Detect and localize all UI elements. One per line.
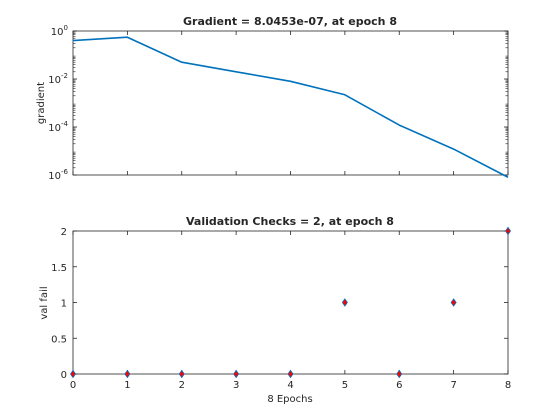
validation-plot-title: Validation Checks = 2, at epoch 8 bbox=[186, 215, 394, 228]
validation-data-point bbox=[178, 369, 185, 379]
validation-x-tick-label: 6 bbox=[396, 380, 402, 391]
validation-x-tick-label: 2 bbox=[179, 380, 185, 391]
validation-axes: Validation Checks = 2, at epoch 8 val fa… bbox=[39, 215, 511, 405]
validation-data-point bbox=[69, 369, 77, 379]
gradient-y-tick-label: 10-2 bbox=[48, 72, 68, 86]
gradient-y-axis-label: gradient bbox=[36, 82, 47, 124]
validation-y-tick-label: 1 bbox=[61, 299, 67, 310]
validation-x-tick-label: 4 bbox=[287, 380, 293, 391]
validation-plot-area bbox=[72, 230, 509, 375]
validation-y-tick-label: 0.5 bbox=[51, 334, 67, 345]
validation-x-tick-label: 7 bbox=[450, 380, 456, 391]
validation-data-point bbox=[396, 369, 403, 379]
gradient-series-line bbox=[72, 36, 509, 178]
gradient-y-tick-label: 10-6 bbox=[48, 168, 68, 182]
validation-data-point bbox=[504, 226, 512, 236]
validation-x-axis-label: 8 Epochs bbox=[267, 394, 312, 405]
validation-x-tick-label: 3 bbox=[233, 380, 239, 391]
gradient-y-tick-label: 100 bbox=[51, 24, 68, 38]
gradient-plot-area bbox=[72, 30, 509, 176]
validation-data-point bbox=[450, 298, 457, 307]
validation-y-tick-label: 2 bbox=[61, 227, 67, 238]
validation-data-point bbox=[124, 369, 131, 379]
validation-data-point bbox=[233, 369, 240, 379]
validation-y-axis-label: val fail bbox=[39, 286, 50, 319]
validation-x-tick-label: 0 bbox=[70, 380, 76, 391]
validation-x-tick-label: 1 bbox=[124, 380, 130, 391]
validation-y-tick-label: 0 bbox=[61, 370, 67, 381]
validation-data-point bbox=[287, 369, 294, 379]
validation-y-tick-label: 1.5 bbox=[51, 263, 67, 274]
validation-x-tick-label: 5 bbox=[342, 380, 348, 391]
validation-data-point bbox=[341, 298, 348, 307]
gradient-y-tick-label: 10-4 bbox=[48, 120, 68, 134]
gradient-plot-title: Gradient = 8.0453e-07, at epoch 8 bbox=[183, 15, 397, 28]
validation-x-tick-label: 8 bbox=[505, 380, 511, 391]
gradient-axes: Gradient = 8.0453e-07, at epoch 8 gradie… bbox=[36, 15, 509, 182]
